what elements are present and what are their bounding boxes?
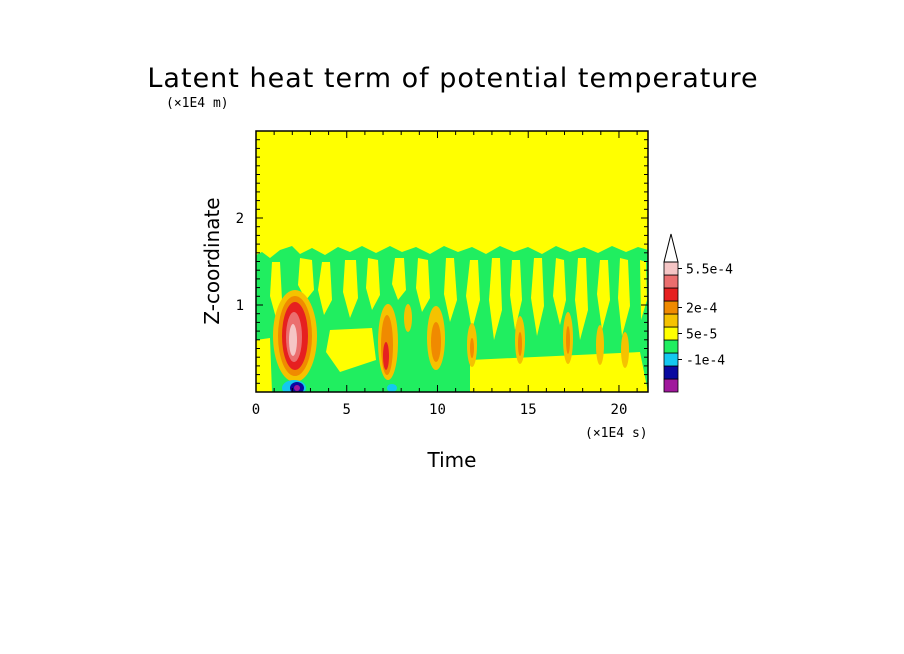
plot-area bbox=[256, 131, 648, 392]
y-tick-label: 2 bbox=[236, 211, 244, 227]
x-tick-label: 0 bbox=[252, 402, 260, 418]
convective-cell-1 bbox=[273, 290, 317, 382]
colorbar-segment bbox=[663, 326, 679, 341]
colorbar-segment bbox=[663, 378, 679, 393]
y-tick-label: 1 bbox=[236, 298, 244, 314]
yellow-streaks bbox=[256, 258, 648, 392]
y-unit-label: (×1E4 m) bbox=[166, 96, 229, 111]
cooling-spot bbox=[282, 380, 397, 392]
colorbar-segment bbox=[663, 365, 679, 380]
x-unit-label: (×1E4 s) bbox=[585, 426, 648, 441]
colorbar-segment bbox=[663, 287, 679, 302]
colorbar-segment bbox=[663, 261, 679, 276]
x-tick-label: 5 bbox=[343, 402, 351, 418]
colorbar-segment bbox=[663, 352, 679, 367]
colorbar-segment bbox=[663, 274, 679, 289]
axis-ticks: 0 5 10 15 20 1 2 bbox=[236, 131, 648, 418]
colorbar: -1e-4 5e-5 2e-4 5.5e-4 bbox=[663, 233, 733, 393]
y-axis-label: Z-coordinate bbox=[200, 197, 224, 324]
x-tick-label: 10 bbox=[429, 402, 446, 418]
colorbar-segment bbox=[663, 300, 679, 315]
convective-cell-2 bbox=[378, 304, 398, 380]
chart-title: Latent heat term of potential temperatur… bbox=[147, 63, 758, 94]
x-tick-label: 20 bbox=[611, 402, 628, 418]
colorbar-segment bbox=[663, 339, 679, 354]
colorbar-label: 5.5e-4 bbox=[686, 263, 733, 278]
colorbar-label: 5e-5 bbox=[686, 328, 717, 343]
colorbar-segment bbox=[663, 313, 679, 328]
x-axis-label: Time bbox=[427, 448, 477, 472]
colorbar-arrow bbox=[663, 233, 679, 263]
x-tick-label: 15 bbox=[520, 402, 537, 418]
colorbar-label: 2e-4 bbox=[686, 302, 717, 317]
colorbar-label: -1e-4 bbox=[686, 354, 725, 369]
weak-cells bbox=[404, 304, 629, 368]
convective-cell-3 bbox=[427, 306, 445, 370]
weak-cell-cores bbox=[470, 326, 570, 358]
